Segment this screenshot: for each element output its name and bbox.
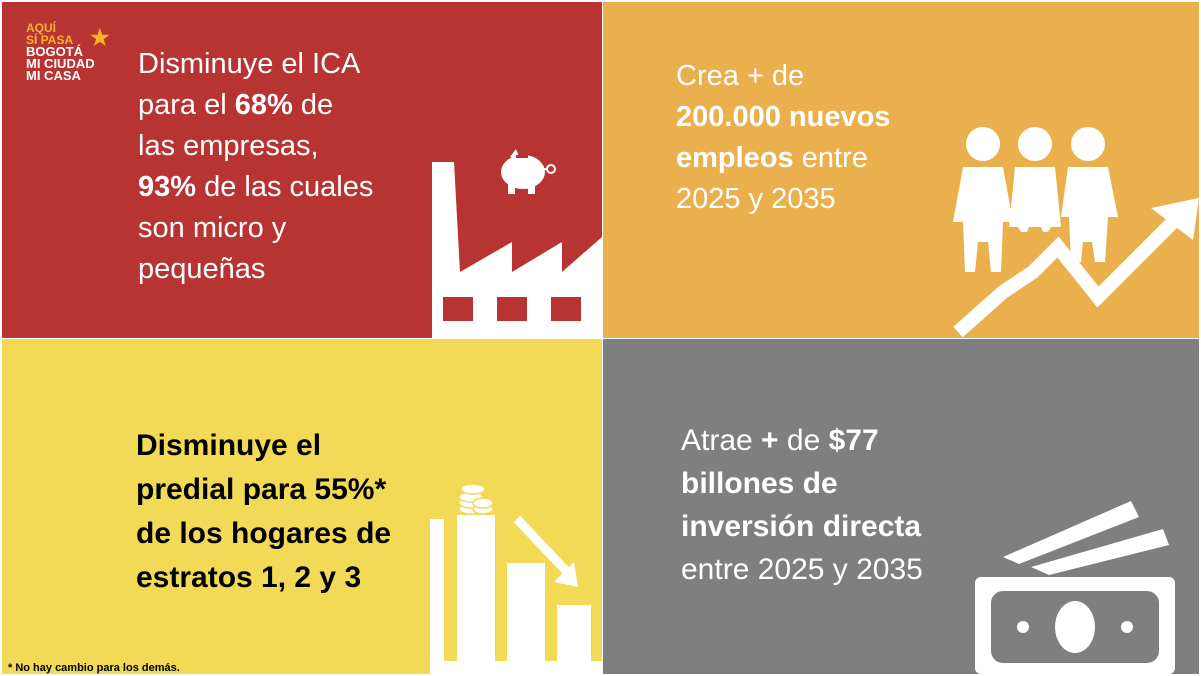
predial-line-3: de los hogares de [136,517,392,550]
inversion-plus: + [761,424,779,457]
empleos-line-2: 200.000 nuevos [676,97,890,138]
panel-empleos: Crea + de 200.000 nuevos empleos entre 2… [603,2,1199,338]
inversion-line-3: inversión directa [681,505,923,548]
empleos-line-3b: entre [793,142,868,174]
empleos-bold-word: empleos [676,142,794,174]
panel-inversion: Atrae + de $77 billones de inversión dir… [603,339,1199,674]
predial-line-4: estratos 1, 2 y 3 [136,561,362,594]
footnote: * No hay cambio para los demás. [8,662,180,674]
inversion-bold-billones: billones de [681,467,838,500]
money-icon [975,501,1175,674]
logo-line-5: MI CASA [26,68,81,83]
inversion-amount: $77 [828,424,879,457]
ica-line-2c: de [292,89,334,121]
inversion-line-1c: de [778,424,829,457]
inversion-line-1: Atrae + de $77 [681,419,923,462]
logo-line-4: MI CIUDAD [26,56,95,71]
empleos-bold-200000: 200.000 nuevos [676,101,891,133]
inversion-line-1a: Atrae [681,424,762,457]
empleos-line-3: empleos entre [676,138,890,179]
empleos-line-1: Crea + de [676,60,805,92]
ica-line-4: 93% de las cuales [138,167,373,208]
ica-percent-93: 93% [138,171,197,203]
predial-line-1: Disminuye el [136,429,322,462]
logo-line-1: AQUÍ [26,21,56,35]
predial-line-2: predial para 55%* [136,473,387,506]
ica-text: Disminuye el ICA para el 68% de las empr… [138,44,373,290]
logo-line-2: SÍ PASA [26,33,74,47]
inversion-line-2: billones de [681,462,923,505]
ica-line-3: las empresas, [138,130,319,162]
inversion-text: Atrae + de $77 billones de inversión dir… [681,419,923,591]
inversion-bold-directa: inversión directa [681,510,922,543]
predial-text: Disminuye el predial para 55%* de los ho… [136,424,391,600]
empleos-text: Crea + de 200.000 nuevos empleos entre 2… [676,56,890,220]
bogota-logo: AQUÍ SÍ PASA BOGOTÁ MI CIUDAD MI CASA ★ [26,21,110,83]
bar-chart-down-icon [430,515,602,674]
piggy-bank-icon [501,149,556,194]
inversion-line-4: entre 2025 y 2035 [681,553,923,586]
ica-line-4b: de las cuales [196,171,374,203]
people-growth-icon [953,127,1199,338]
ica-line-2a: para el [138,89,235,121]
logo-line-3: BOGOTÁ [26,44,84,59]
factory-icon [432,162,602,338]
panel-predial: Disminuye el predial para 55%* de los ho… [2,339,602,674]
ica-line-6: pequeñas [138,253,266,285]
ica-line-1: Disminuye el ICA [138,48,361,80]
ica-line-2: para el 68% de [138,85,373,126]
empleos-line-4: 2025 y 2035 [676,183,836,215]
ica-line-5: son micro y [138,212,287,244]
panel-ica: AQUÍ SÍ PASA BOGOTÁ MI CIUDAD MI CASA ★ … [2,2,602,338]
ica-percent-68: 68% [234,89,293,121]
coins-icon [458,483,494,515]
star-icon: ★ [90,25,110,50]
